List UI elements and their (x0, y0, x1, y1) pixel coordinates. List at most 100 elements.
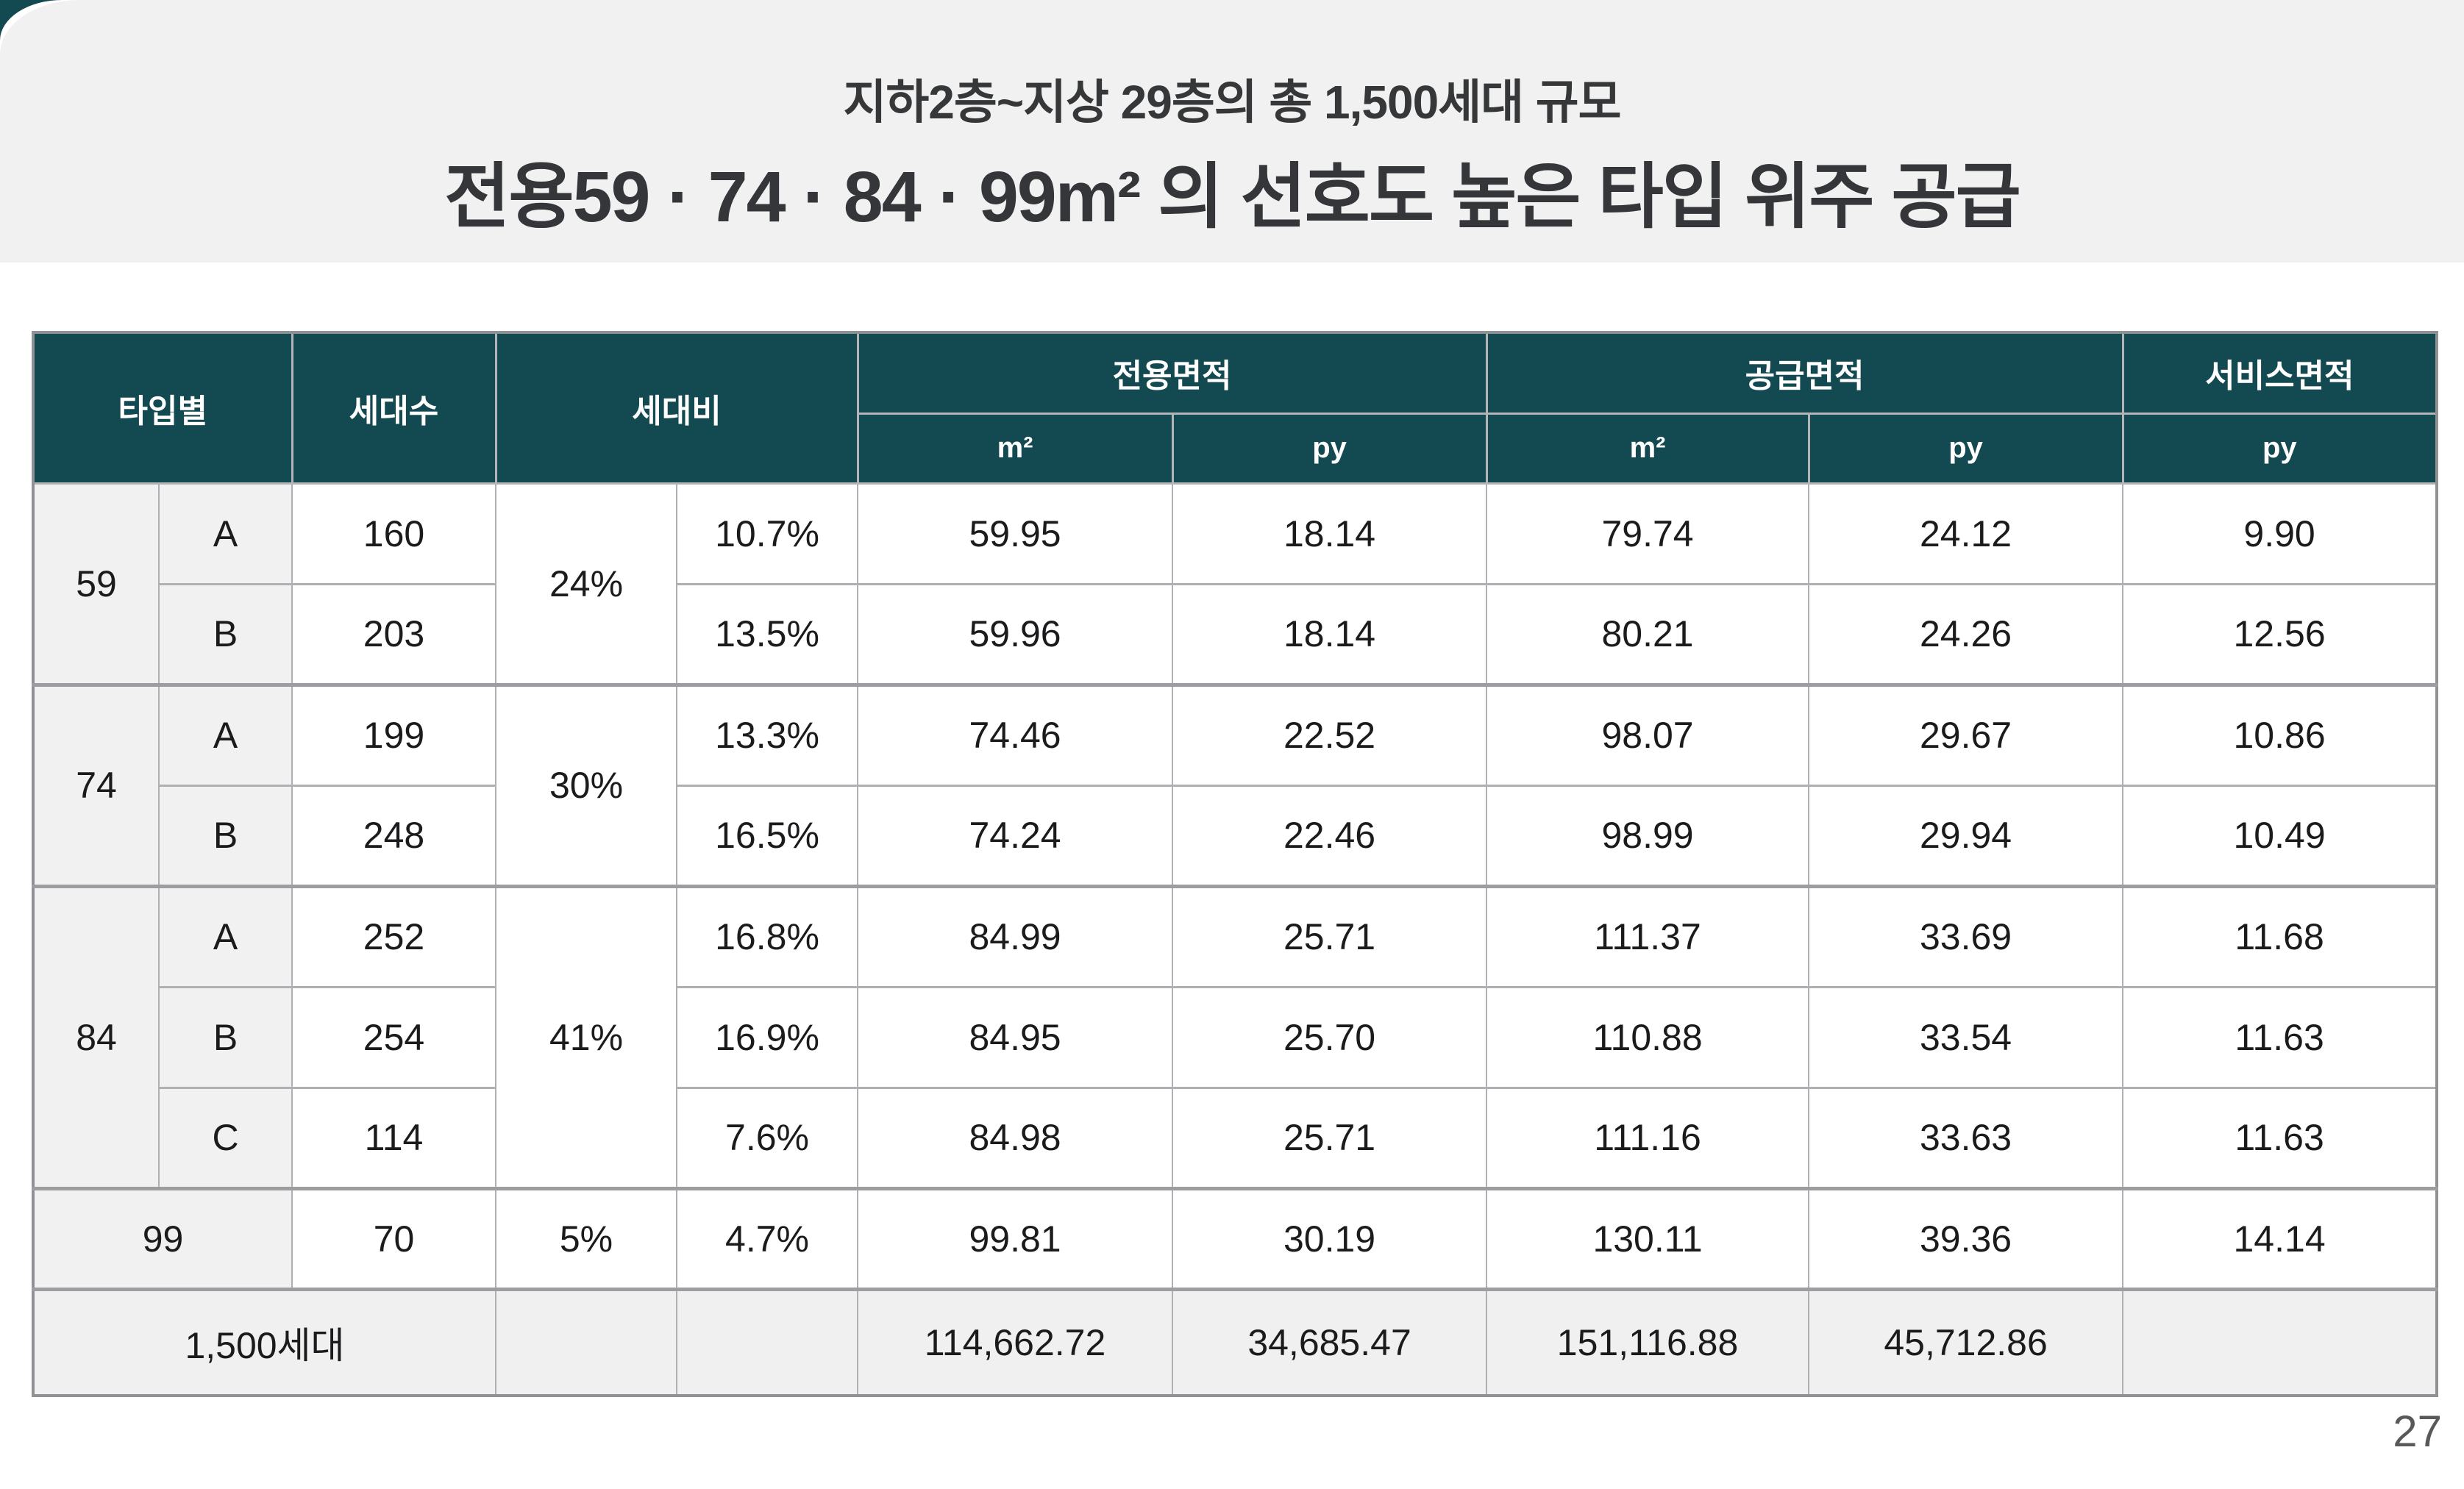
page-number: 27 (2393, 1407, 2442, 1456)
unit-ratio-cell: 7.6% (676, 1086, 859, 1190)
exclusive-py-cell: 18.14 (1172, 582, 1488, 686)
type-sub: C (157, 1086, 293, 1190)
exclusive-sqm-cell: 59.95 (857, 482, 1174, 585)
empty-cell (676, 1287, 859, 1397)
table-row: C 114 7.6% 84.98 25.71 111.16 33.63 11.6… (33, 1086, 2438, 1190)
supply-sqm-cell: 110.88 (1486, 985, 1810, 1089)
supply-py-cell: 33.69 (1808, 884, 2124, 988)
col-header-exclusive-area: 전용면적 (856, 331, 1488, 415)
service-py-cell: 11.63 (2122, 985, 2438, 1089)
col-header-supply-sqm: m² (1485, 412, 1810, 485)
households-cell: 203 (291, 582, 497, 686)
type-sub: A (157, 884, 293, 988)
col-header-supply-area: 공급면적 (1485, 331, 2124, 415)
slide-subtitle: 지하2층~지상 29층의 총 1,500세대 규모 (843, 76, 1622, 129)
supply-sqm-cell: 130.11 (1486, 1186, 1810, 1290)
total-supply-py: 45,712.86 (1808, 1287, 2124, 1397)
exclusive-py-cell: 18.14 (1172, 482, 1488, 585)
exclusive-sqm-cell: 74.24 (857, 784, 1174, 888)
unit-ratio-cell: 10.7% (676, 482, 859, 585)
type-sub: A (157, 682, 293, 787)
supply-py-cell: 29.67 (1808, 682, 2124, 787)
type-group: 84 (32, 884, 160, 1190)
supply-py-cell: 33.54 (1808, 985, 2124, 1089)
table-total-row: 1,500세대 114,662.72 34,685.47 151,116.88 … (32, 1287, 2438, 1397)
slide-title: 전용59 · 74 · 84 · 99m² 의 선호도 높은 타입 위주 공급 (444, 157, 2021, 237)
exclusive-sqm-cell: 59.96 (857, 582, 1174, 686)
supply-sqm-cell: 98.99 (1486, 784, 1810, 888)
unit-ratio-cell: 13.3% (676, 682, 859, 787)
supply-sqm-cell: 80.21 (1486, 582, 1810, 686)
unit-ratio-cell: 4.7% (676, 1186, 859, 1290)
table-row: B 248 16.5% 74.24 22.46 98.99 29.94 10.4… (33, 784, 2438, 888)
total-label: 1,500세대 (32, 1287, 497, 1397)
exclusive-py-cell: 25.70 (1172, 985, 1488, 1089)
group-ratio-cell: 30% (495, 682, 678, 888)
exclusive-sqm-cell: 99.81 (857, 1186, 1174, 1290)
supply-sqm-cell: 79.74 (1486, 482, 1810, 585)
supply-py-cell: 33.63 (1808, 1086, 2124, 1190)
type-sub: B (157, 582, 293, 686)
exclusive-py-cell: 25.71 (1172, 884, 1488, 988)
col-header-exclusive-py: py (1171, 412, 1488, 485)
exclusive-sqm-cell: 74.46 (857, 682, 1174, 787)
service-py-cell: 11.63 (2122, 1086, 2438, 1190)
households-cell: 252 (291, 884, 497, 988)
col-header-exclusive-sqm: m² (856, 412, 1174, 485)
service-py-cell: 14.14 (2122, 1186, 2438, 1290)
col-header-households: 세대수 (291, 331, 497, 485)
exclusive-py-cell: 22.52 (1172, 682, 1488, 787)
type-sub: A (157, 482, 293, 585)
service-py-cell: 10.49 (2122, 784, 2438, 888)
households-cell: 254 (291, 985, 497, 1089)
col-header-supply-py: py (1807, 412, 2124, 485)
group-ratio-cell: 5% (495, 1186, 678, 1290)
service-py-cell: 12.56 (2122, 582, 2438, 686)
exclusive-sqm-cell: 84.95 (857, 985, 1174, 1089)
exclusive-sqm-cell: 84.99 (857, 884, 1174, 988)
households-cell: 199 (291, 682, 497, 787)
unit-ratio-cell: 16.8% (676, 884, 859, 988)
type-sub: B (157, 784, 293, 888)
exclusive-py-cell: 25.71 (1172, 1086, 1488, 1190)
households-cell: 70 (291, 1186, 497, 1290)
col-header-type: 타입별 (32, 331, 293, 485)
type-group: 74 (32, 682, 160, 888)
exclusive-py-cell: 30.19 (1172, 1186, 1488, 1290)
supply-py-cell: 29.94 (1808, 784, 2124, 888)
table-row: 59 A 160 24% 10.7% 59.95 18.14 79.74 24.… (32, 482, 2438, 686)
supply-sqm-cell: 98.07 (1486, 682, 1810, 787)
households-cell: 160 (291, 482, 497, 585)
households-cell: 248 (291, 784, 497, 888)
type-group: 59 (32, 482, 160, 686)
unit-ratio-cell: 16.9% (676, 985, 859, 1089)
table-row: B 254 16.9% 84.95 25.70 110.88 33.54 11.… (33, 985, 2438, 1089)
col-header-service-py: py (2121, 412, 2438, 485)
unit-ratio-cell: 13.5% (676, 582, 859, 686)
table-row: 74 A 199 30% 13.3% 74.46 22.52 98.07 29.… (32, 682, 2438, 888)
exclusive-py-cell: 22.46 (1172, 784, 1488, 888)
total-exclusive-sqm: 114,662.72 (857, 1287, 1174, 1397)
supply-sqm-cell: 111.16 (1486, 1086, 1810, 1190)
exclusive-sqm-cell: 84.98 (857, 1086, 1174, 1190)
header-banner (0, 0, 2464, 263)
supply-py-cell: 24.12 (1808, 482, 2124, 585)
col-header-ratio: 세대비 (494, 331, 859, 485)
group-ratio-cell: 41% (495, 884, 678, 1190)
empty-cell (495, 1287, 678, 1397)
service-py-cell: 9.90 (2122, 482, 2438, 585)
total-supply-sqm: 151,116.88 (1486, 1287, 1810, 1397)
empty-cell (2122, 1287, 2438, 1397)
group-ratio-cell: 24% (495, 482, 678, 686)
service-py-cell: 11.68 (2122, 884, 2438, 988)
col-header-service-area: 서비스면적 (2121, 331, 2438, 415)
table-row: B 203 13.5% 59.96 18.14 80.21 24.26 12.5… (33, 582, 2438, 686)
service-py-cell: 10.86 (2122, 682, 2438, 787)
unit-type-table: 타입별 세대수 세대비 전용면적 공급면적 서비스면적 m² py m² py … (32, 331, 2439, 1397)
type-sub: B (157, 985, 293, 1089)
households-cell: 114 (291, 1086, 497, 1190)
supply-sqm-cell: 111.37 (1486, 884, 1810, 988)
table-row: 99 70 5% 4.7% 99.81 30.19 130.11 39.36 1… (32, 1186, 2438, 1290)
unit-ratio-cell: 16.5% (676, 784, 859, 888)
